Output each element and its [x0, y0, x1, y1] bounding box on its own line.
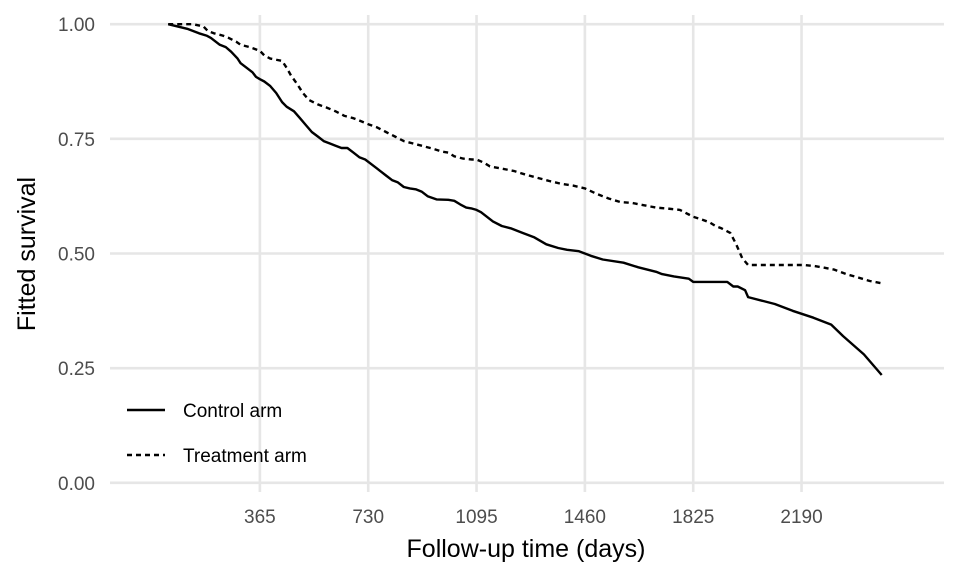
legend-label-control-arm: Control arm — [183, 401, 282, 422]
y-axis-title: Fitted survival — [13, 177, 41, 331]
y-tick-label: 0.00 — [58, 474, 95, 495]
y-tick-label: 0.25 — [58, 359, 95, 380]
series-line-treatment-arm — [168, 23, 882, 285]
x-tick-label: 1825 — [672, 507, 714, 528]
grid-lines — [110, 15, 944, 492]
tick-labels: 0.00 0.25 0.50 0.75 1.00 365 730 1095 1460 1825 21… — [58, 15, 823, 528]
x-tick-label: 1460 — [564, 507, 606, 528]
x-tick-label: 1095 — [455, 507, 497, 528]
legend-label-treatment-arm: Treatment arm — [183, 446, 307, 467]
x-axis-title: Follow-up time (days) — [407, 535, 646, 563]
x-tick-label: 365 — [244, 507, 276, 528]
y-tick-label: 1.00 — [58, 15, 95, 36]
series-line-control-arm — [167, 23, 883, 376]
y-tick-label: 0.50 — [58, 245, 95, 266]
x-tick-label: 730 — [352, 507, 384, 528]
legend: Control arm Treatment arm — [127, 401, 307, 467]
x-tick-label: 2190 — [780, 507, 822, 528]
series-lines — [167, 23, 883, 376]
y-tick-label: 0.75 — [58, 130, 95, 151]
